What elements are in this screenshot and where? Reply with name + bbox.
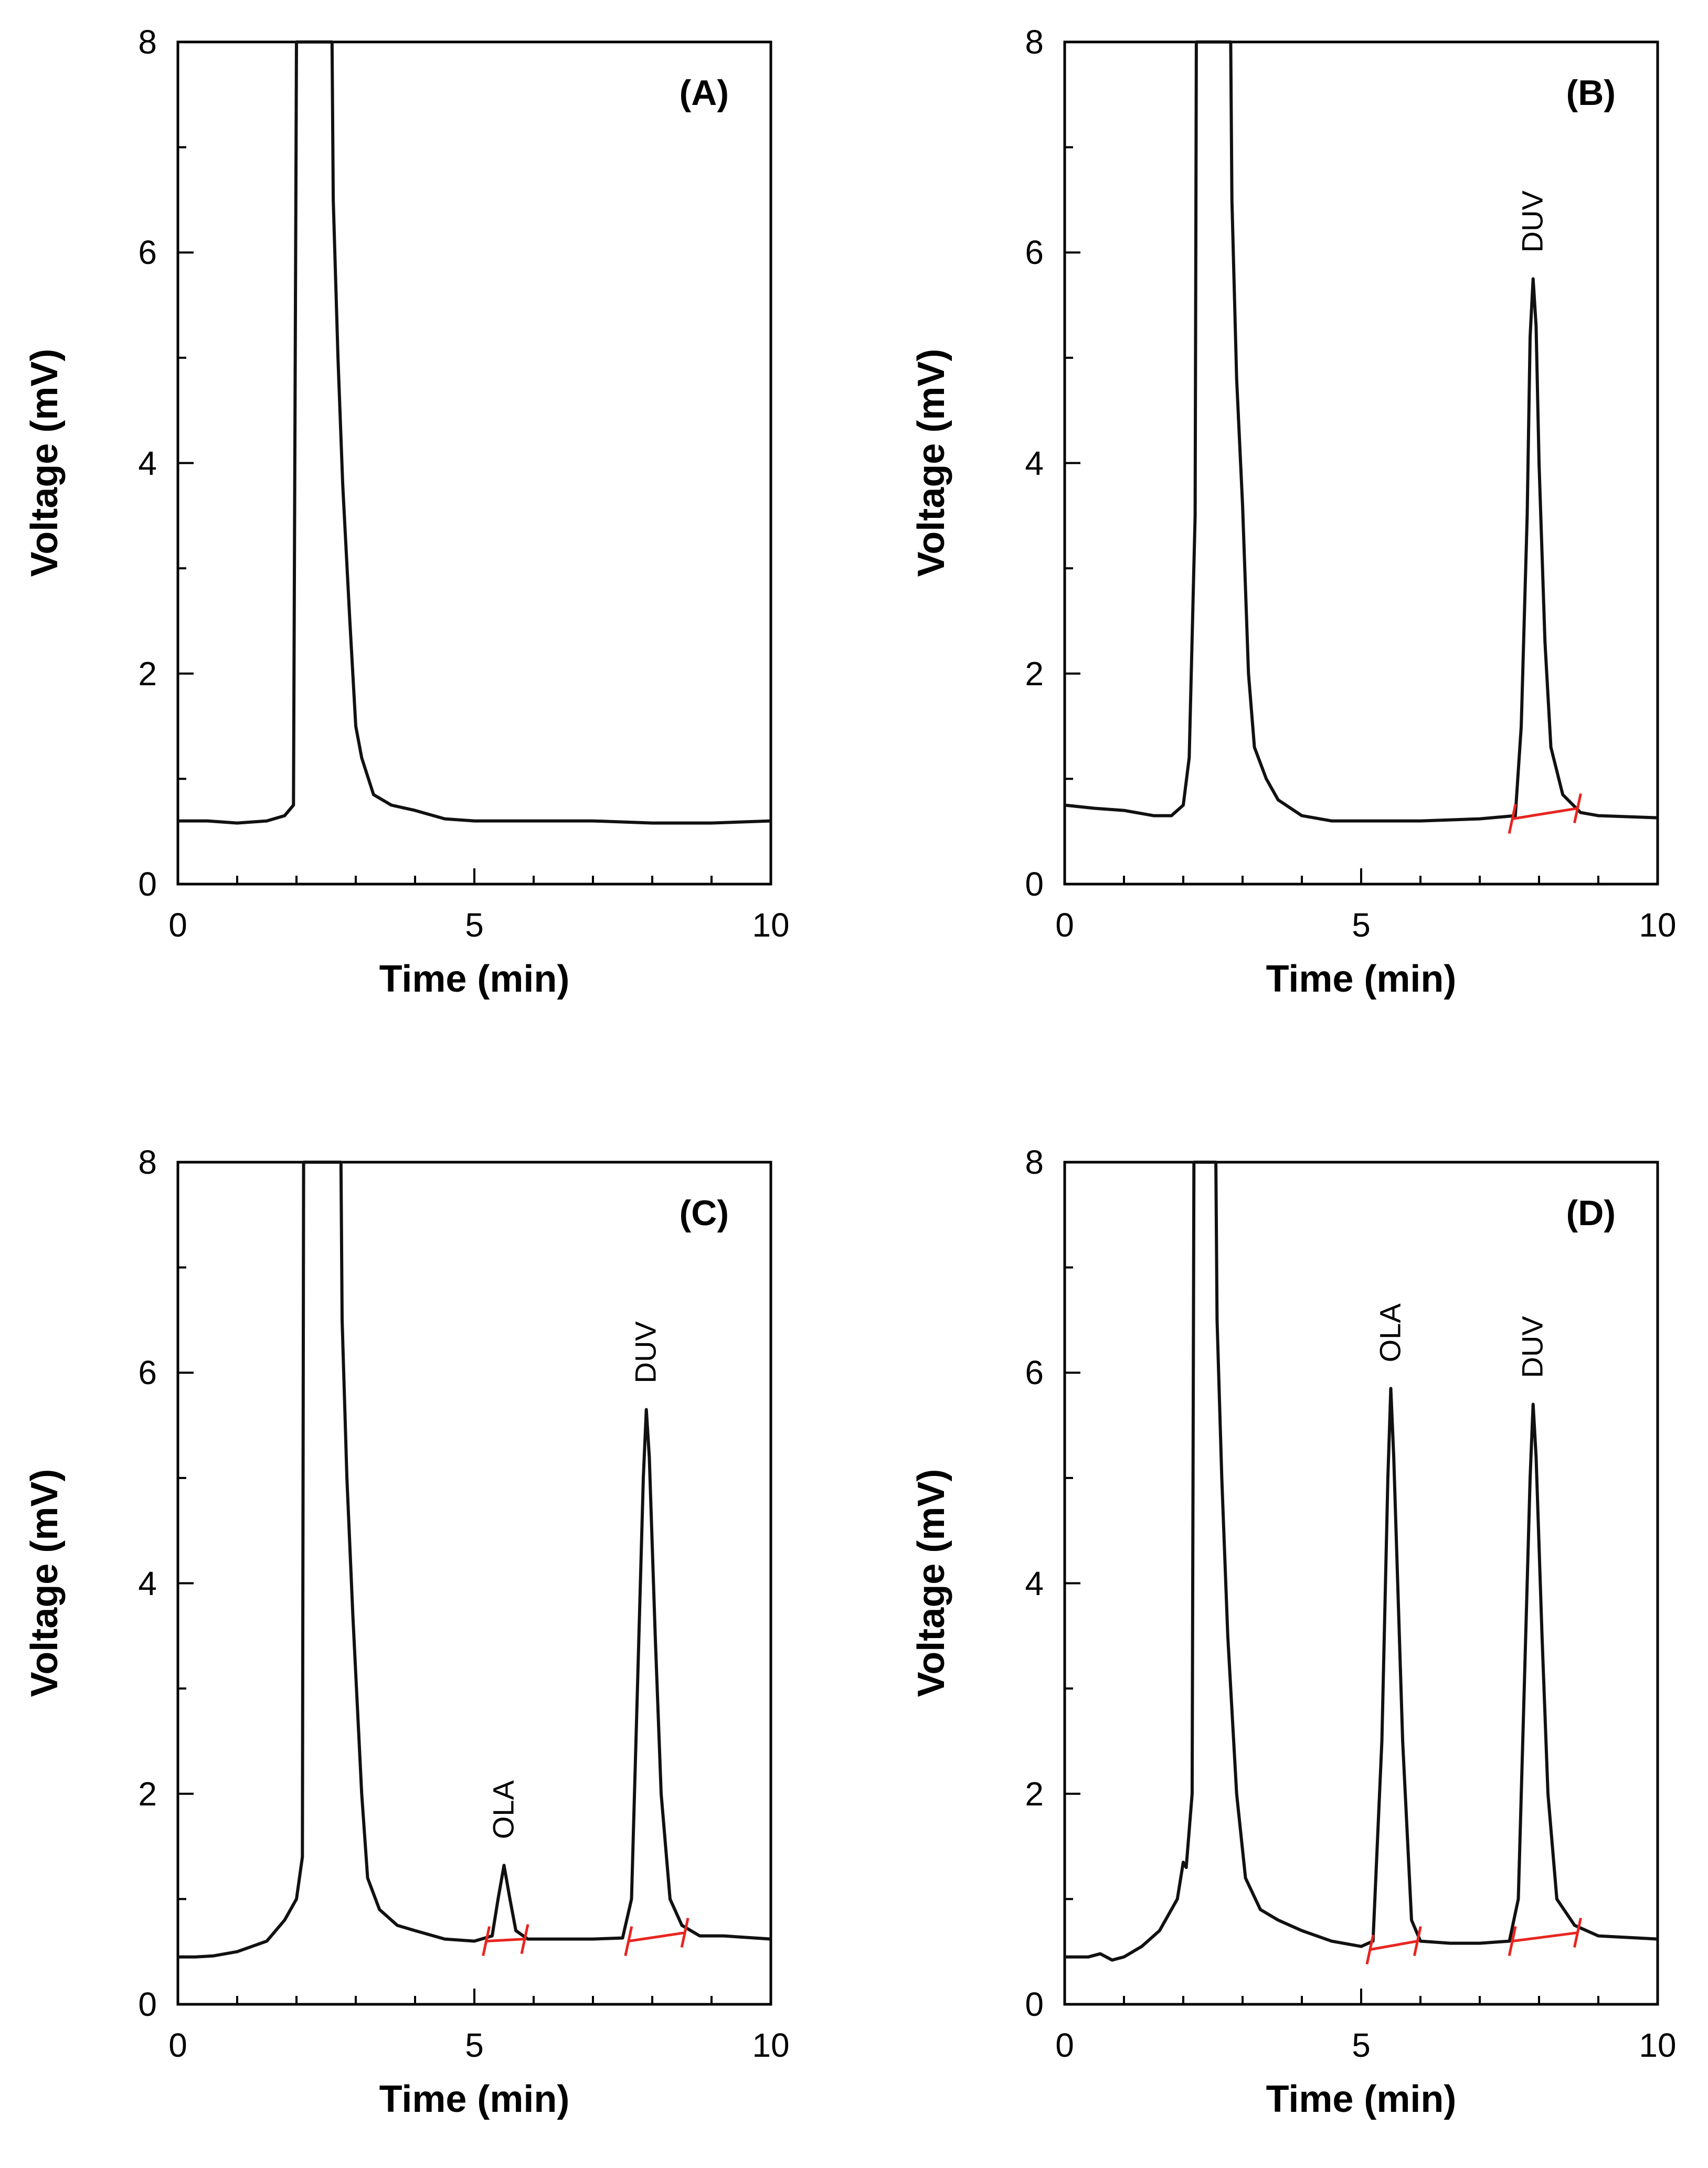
x-tick-label: 5 bbox=[1352, 906, 1371, 944]
x-tick-label: 5 bbox=[465, 906, 484, 944]
x-axis-title: Time (min) bbox=[1266, 2078, 1457, 2120]
y-tick-label: 6 bbox=[1025, 233, 1044, 271]
baseline-marker bbox=[1508, 1926, 1517, 1957]
peak-label: OLA bbox=[1374, 1303, 1407, 1363]
panel-label: (D) bbox=[1566, 1193, 1616, 1233]
y-tick-label: 4 bbox=[1025, 1565, 1044, 1602]
x-tick-label: 10 bbox=[1639, 2026, 1676, 2064]
baseline-marker bbox=[520, 1924, 529, 1954]
x-axis-title: Time (min) bbox=[1266, 958, 1457, 1000]
panel-label: (C) bbox=[680, 1193, 729, 1233]
x-tick-label: 10 bbox=[1639, 906, 1676, 944]
panel-label: (A) bbox=[680, 73, 729, 113]
y-tick-label: 6 bbox=[138, 233, 157, 271]
y-tick-label: 2 bbox=[138, 655, 157, 693]
peak-label: DUV bbox=[1516, 1316, 1549, 1378]
x-tick-label: 5 bbox=[1352, 2026, 1371, 2064]
y-axis-title: Voltage (mV) bbox=[24, 349, 66, 577]
x-tick-labels: 0 5 10 bbox=[1055, 906, 1676, 944]
y-tick-label: 2 bbox=[138, 1775, 157, 1813]
integration-baseline bbox=[1512, 807, 1578, 821]
integration-baseline bbox=[1370, 1940, 1418, 1951]
x-tick-label: 0 bbox=[1055, 906, 1074, 944]
tick-marks bbox=[177, 1161, 772, 2005]
plot-area bbox=[178, 40, 771, 825]
x-tick-label: 5 bbox=[465, 2026, 484, 2064]
x-tick-labels: 0 5 10 bbox=[1055, 2026, 1676, 2064]
plot-frame bbox=[1063, 1161, 1659, 2006]
baseline-marker bbox=[1573, 793, 1582, 824]
y-axis-title: Voltage (mV) bbox=[910, 1469, 952, 1697]
peak-label: OLA bbox=[487, 1780, 520, 1839]
plot-frame bbox=[176, 1161, 772, 2006]
plot-frame bbox=[176, 40, 772, 886]
baseline-marker bbox=[680, 1918, 689, 1948]
panel-d: 0 2 4 6 8 0 5 10 Time (min) Voltage (mV)… bbox=[910, 1143, 1677, 2120]
baseline-marker bbox=[624, 1926, 633, 1957]
panel-c: 0 2 4 6 8 0 5 10 Time (min) Voltage (mV)… bbox=[24, 1143, 790, 2120]
y-tick-label: 0 bbox=[138, 1985, 157, 2023]
y-tick-labels: 0 2 4 6 8 bbox=[1025, 23, 1044, 903]
plot-area: DUV bbox=[1064, 40, 1658, 834]
plot-area: OLA DUV bbox=[1065, 1161, 1658, 1965]
y-tick-label: 0 bbox=[138, 865, 157, 903]
series-line bbox=[178, 40, 771, 825]
y-tick-labels: 0 2 4 6 8 bbox=[138, 23, 157, 903]
tick-marks bbox=[177, 41, 772, 885]
y-tick-labels: 0 2 4 6 8 bbox=[1025, 1143, 1044, 2023]
x-axis-title: Time (min) bbox=[379, 958, 570, 1000]
panel-label: (B) bbox=[1566, 73, 1616, 113]
y-tick-label: 4 bbox=[138, 1565, 157, 1602]
x-tick-labels: 0 5 10 bbox=[168, 906, 789, 944]
peak-label: DUV bbox=[629, 1321, 662, 1384]
y-tick-labels: 0 2 4 6 8 bbox=[138, 1143, 157, 2023]
x-tick-label: 0 bbox=[1055, 2026, 1074, 2064]
y-axis-title: Voltage (mV) bbox=[24, 1469, 66, 1697]
tick-marks bbox=[1064, 41, 1659, 885]
y-tick-label: 6 bbox=[138, 1354, 157, 1391]
y-tick-label: 8 bbox=[138, 23, 157, 61]
y-tick-label: 4 bbox=[1025, 444, 1044, 482]
y-tick-label: 8 bbox=[1025, 1143, 1044, 1181]
y-tick-label: 0 bbox=[1025, 865, 1044, 903]
y-tick-label: 0 bbox=[1025, 1985, 1044, 2023]
integration-baseline bbox=[486, 1938, 525, 1943]
y-axis-title: Voltage (mV) bbox=[910, 349, 952, 577]
x-axis-title: Time (min) bbox=[379, 2078, 570, 2120]
x-tick-label: 10 bbox=[752, 906, 789, 944]
tick-marks bbox=[1064, 1161, 1659, 2005]
baseline-marker bbox=[1573, 1918, 1582, 1948]
series-line bbox=[1065, 1161, 1658, 1962]
y-tick-label: 4 bbox=[138, 444, 157, 482]
baseline-marker bbox=[1365, 1935, 1375, 1965]
baseline-marker bbox=[1508, 804, 1517, 834]
x-tick-label: 0 bbox=[168, 2026, 187, 2064]
x-tick-labels: 0 5 10 bbox=[168, 2026, 789, 2064]
y-tick-label: 2 bbox=[1025, 1775, 1044, 1813]
y-tick-label: 8 bbox=[138, 1143, 157, 1181]
plot-area: OLA DUV bbox=[178, 1161, 771, 1959]
panel-b: 0 2 4 6 8 0 5 10 Time (min) Voltage (mV)… bbox=[910, 23, 1677, 1000]
baseline-marker bbox=[482, 1926, 491, 1957]
x-tick-label: 0 bbox=[168, 906, 187, 944]
y-tick-label: 2 bbox=[1025, 655, 1044, 693]
series-line bbox=[1064, 40, 1658, 823]
plot-frame bbox=[1063, 40, 1659, 886]
integration-baseline bbox=[1512, 1931, 1578, 1943]
baseline-marker bbox=[1413, 1926, 1422, 1957]
x-tick-label: 10 bbox=[752, 2026, 789, 2064]
panel-a: 0 2 4 6 8 0 5 10 Time (min) Voltage (mV)… bbox=[24, 23, 790, 1000]
series-line bbox=[178, 1161, 771, 1959]
integration-baseline bbox=[628, 1931, 685, 1943]
peak-label: DUV bbox=[1516, 190, 1549, 253]
y-tick-label: 8 bbox=[1025, 23, 1044, 61]
y-tick-label: 6 bbox=[1025, 1354, 1044, 1391]
